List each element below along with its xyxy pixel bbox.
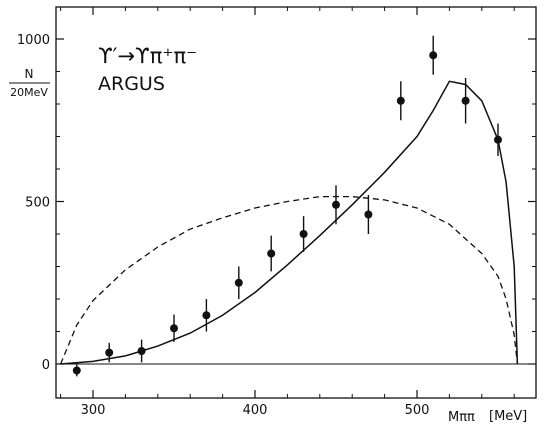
data-point-450 bbox=[332, 200, 340, 209]
y-tick-label-500: 500 bbox=[25, 196, 50, 211]
x-tick-label-300: 300 bbox=[81, 403, 106, 418]
y-tick-label-0: 0 bbox=[42, 358, 50, 373]
data-point-430 bbox=[299, 230, 308, 238]
x-tick-label-500: 500 bbox=[405, 403, 430, 418]
data-point-510 bbox=[429, 51, 438, 60]
plot-area-border bbox=[55, 6, 537, 399]
x-label-unit: [MeV] bbox=[489, 409, 527, 424]
data-point-550 bbox=[494, 135, 502, 144]
dashed-curve bbox=[59, 195, 519, 365]
annotation-experiment: ARGUS bbox=[98, 73, 165, 95]
data-point-530 bbox=[461, 96, 470, 105]
data-point-490 bbox=[396, 96, 405, 105]
y-label-numerator: N bbox=[25, 67, 34, 81]
plot-frame bbox=[55, 6, 537, 399]
solid-curve-group bbox=[60, 80, 519, 365]
data-point-410 bbox=[267, 249, 276, 258]
data-point-470 bbox=[364, 210, 373, 219]
axis-ticks bbox=[56, 7, 536, 398]
x-tick-label-400: 400 bbox=[243, 403, 268, 418]
data-point-350 bbox=[170, 324, 178, 333]
y-axis-label: N 20MeV bbox=[9, 67, 50, 99]
solid-curve bbox=[60, 80, 519, 365]
x-label-symbol: Mππ bbox=[448, 410, 475, 425]
y-label-denominator: 20MeV bbox=[10, 86, 48, 99]
data-point-390 bbox=[234, 278, 243, 287]
data-point-330 bbox=[137, 347, 146, 355]
x-axis-label: Mππ [MeV] bbox=[448, 409, 527, 425]
data-point-310 bbox=[105, 348, 114, 357]
y-tick-label-1000: 1000 bbox=[17, 33, 50, 48]
annotation: ϒ′→ϒπ⁺π⁻ ARGUS bbox=[98, 44, 197, 95]
dashed-curve-group bbox=[59, 195, 519, 365]
data-point-290 bbox=[72, 366, 81, 375]
data-point-370 bbox=[202, 311, 211, 320]
data-points-group bbox=[72, 35, 502, 377]
axis-tick-labels: 300 400 500 0 500 1000 bbox=[17, 33, 430, 418]
annotation-reaction: ϒ′→ϒπ⁺π⁻ bbox=[98, 44, 197, 68]
